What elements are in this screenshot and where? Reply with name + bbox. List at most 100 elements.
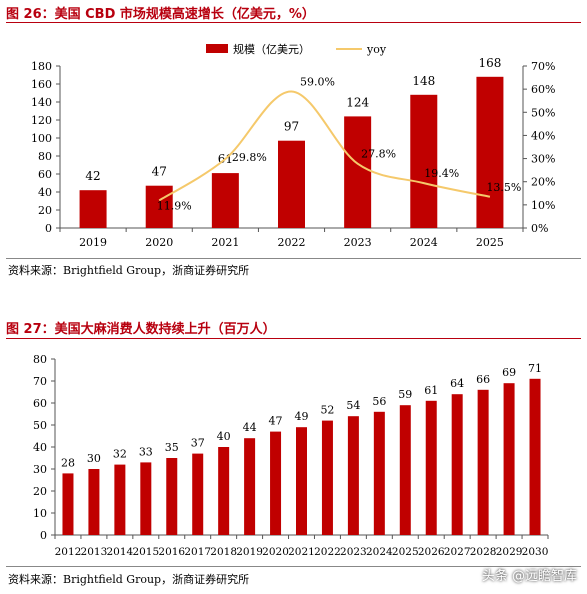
bar [62, 473, 74, 535]
bar [477, 389, 489, 535]
x-tick-label: 2030 [522, 546, 549, 558]
left-y-tick-label: 0 [45, 222, 52, 235]
x-tick-label: 2016 [158, 546, 185, 558]
figure-26-source: 资料来源：Brightfield Group，浙商证券研究所 [8, 264, 250, 277]
y-tick-label: 50 [33, 419, 47, 432]
x-tick-label: 2018 [210, 546, 237, 558]
left-y-tick-label: 140 [31, 96, 52, 109]
yoy-value-label: 19.4% [424, 167, 459, 180]
bar-value-label: 35 [165, 441, 179, 454]
yoy-value-label: 13.5% [486, 181, 521, 194]
x-tick-label: 2022 [278, 236, 306, 249]
bar [399, 405, 411, 535]
bar-value-label: 69 [502, 366, 516, 379]
y-tick-label: 10 [33, 507, 47, 520]
right-y-tick-label: 40% [531, 129, 555, 142]
left-y-tick-label: 120 [31, 114, 52, 127]
bar [410, 94, 438, 228]
bar-value-label: 49 [295, 410, 309, 423]
bar-value-label: 54 [346, 399, 360, 412]
bar [451, 394, 463, 535]
bar-value-label: 28 [61, 456, 75, 469]
yoy-value-label: 59.0% [300, 75, 335, 88]
bar [192, 453, 204, 535]
figure-26-title: 图 26：美国 CBD 市场规模高速增长（亿美元，%） [6, 7, 315, 22]
x-tick-label: 2027 [444, 546, 471, 558]
y-tick-label: 80 [33, 353, 47, 366]
x-tick-label: 2019 [79, 236, 107, 249]
x-tick-label: 2017 [184, 546, 211, 558]
yoy-value-label: 29.8% [232, 151, 267, 164]
left-y-tick-label: 160 [31, 78, 52, 91]
bar-value-label: 52 [320, 404, 334, 417]
y-tick-label: 70 [33, 375, 47, 388]
bar [211, 173, 239, 228]
left-y-tick-label: 80 [38, 150, 52, 163]
right-y-tick-label: 30% [531, 153, 555, 166]
bar [244, 438, 256, 535]
bar-value-label: 71 [528, 362, 542, 375]
y-tick-label: 60 [33, 397, 47, 410]
figure-26-title-rule [6, 22, 581, 23]
bar [88, 469, 100, 535]
bar [218, 447, 230, 535]
bar [114, 464, 126, 535]
watermark: 头条 @远瞻智库 [481, 569, 577, 584]
legend-bar-label: 规模（亿美元） [233, 42, 310, 56]
bar-value-label: 30 [87, 452, 101, 465]
left-y-tick-label: 60 [38, 168, 52, 181]
bar [503, 383, 515, 535]
x-tick-label: 2020 [262, 546, 289, 558]
left-y-tick-label: 100 [31, 132, 52, 145]
x-tick-label: 2023 [340, 546, 367, 558]
bar-value-label: 168 [478, 56, 501, 70]
bar [270, 431, 282, 535]
x-tick-label: 2019 [236, 546, 263, 558]
figure-26-source-rule [6, 258, 581, 259]
right-y-tick-label: 50% [531, 106, 555, 119]
x-tick-label: 2024 [410, 236, 438, 249]
y-tick-label: 30 [33, 463, 47, 476]
bar [278, 140, 305, 228]
legend-bar-swatch [206, 44, 228, 53]
x-tick-label: 2015 [132, 546, 159, 558]
bar-value-label: 40 [217, 430, 231, 443]
bar [529, 378, 541, 535]
yoy-value-label: 11.9% [157, 199, 192, 212]
right-y-tick-label: 60% [531, 83, 555, 96]
x-tick-label: 2024 [366, 546, 393, 558]
x-tick-label: 2014 [107, 546, 134, 558]
bar [140, 462, 152, 535]
bar [166, 458, 178, 535]
left-y-tick-label: 20 [38, 204, 52, 217]
yoy-line [158, 90, 491, 202]
x-tick-label: 2028 [470, 546, 497, 558]
bar [321, 420, 333, 535]
x-tick-label: 2029 [496, 546, 523, 558]
y-tick-label: 0 [40, 529, 47, 542]
bar-value-label: 59 [398, 388, 412, 401]
figure-27-source: 资料来源：Brightfield Group，浙商证券研究所 [8, 573, 250, 586]
x-tick-label: 2021 [288, 546, 315, 558]
x-tick-label: 2025 [476, 236, 504, 249]
bar-value-label: 47 [152, 165, 167, 179]
x-tick-label: 2025 [392, 546, 419, 558]
x-tick-label: 2021 [211, 236, 239, 249]
bar-value-label: 97 [284, 120, 299, 134]
x-tick-label: 2013 [81, 546, 108, 558]
y-tick-label: 20 [33, 485, 47, 498]
bar-value-label: 64 [450, 377, 464, 390]
bar [425, 400, 437, 535]
bar [296, 427, 307, 535]
right-y-tick-label: 0% [531, 222, 548, 235]
bar-value-label: 124 [346, 95, 369, 109]
cbd-market-chart: 0 20 40 60 80 100 120 140 160 180 0% 10% 20% 30% 40% 50… [31, 42, 555, 249]
bar [347, 416, 359, 535]
bar-value-label: 33 [139, 445, 153, 458]
bar [344, 116, 372, 228]
right-y-tick-label: 70% [531, 60, 555, 73]
bar-value-label: 47 [269, 415, 283, 428]
bar-value-label: 32 [113, 448, 127, 461]
bar-value-label: 42 [85, 169, 100, 183]
